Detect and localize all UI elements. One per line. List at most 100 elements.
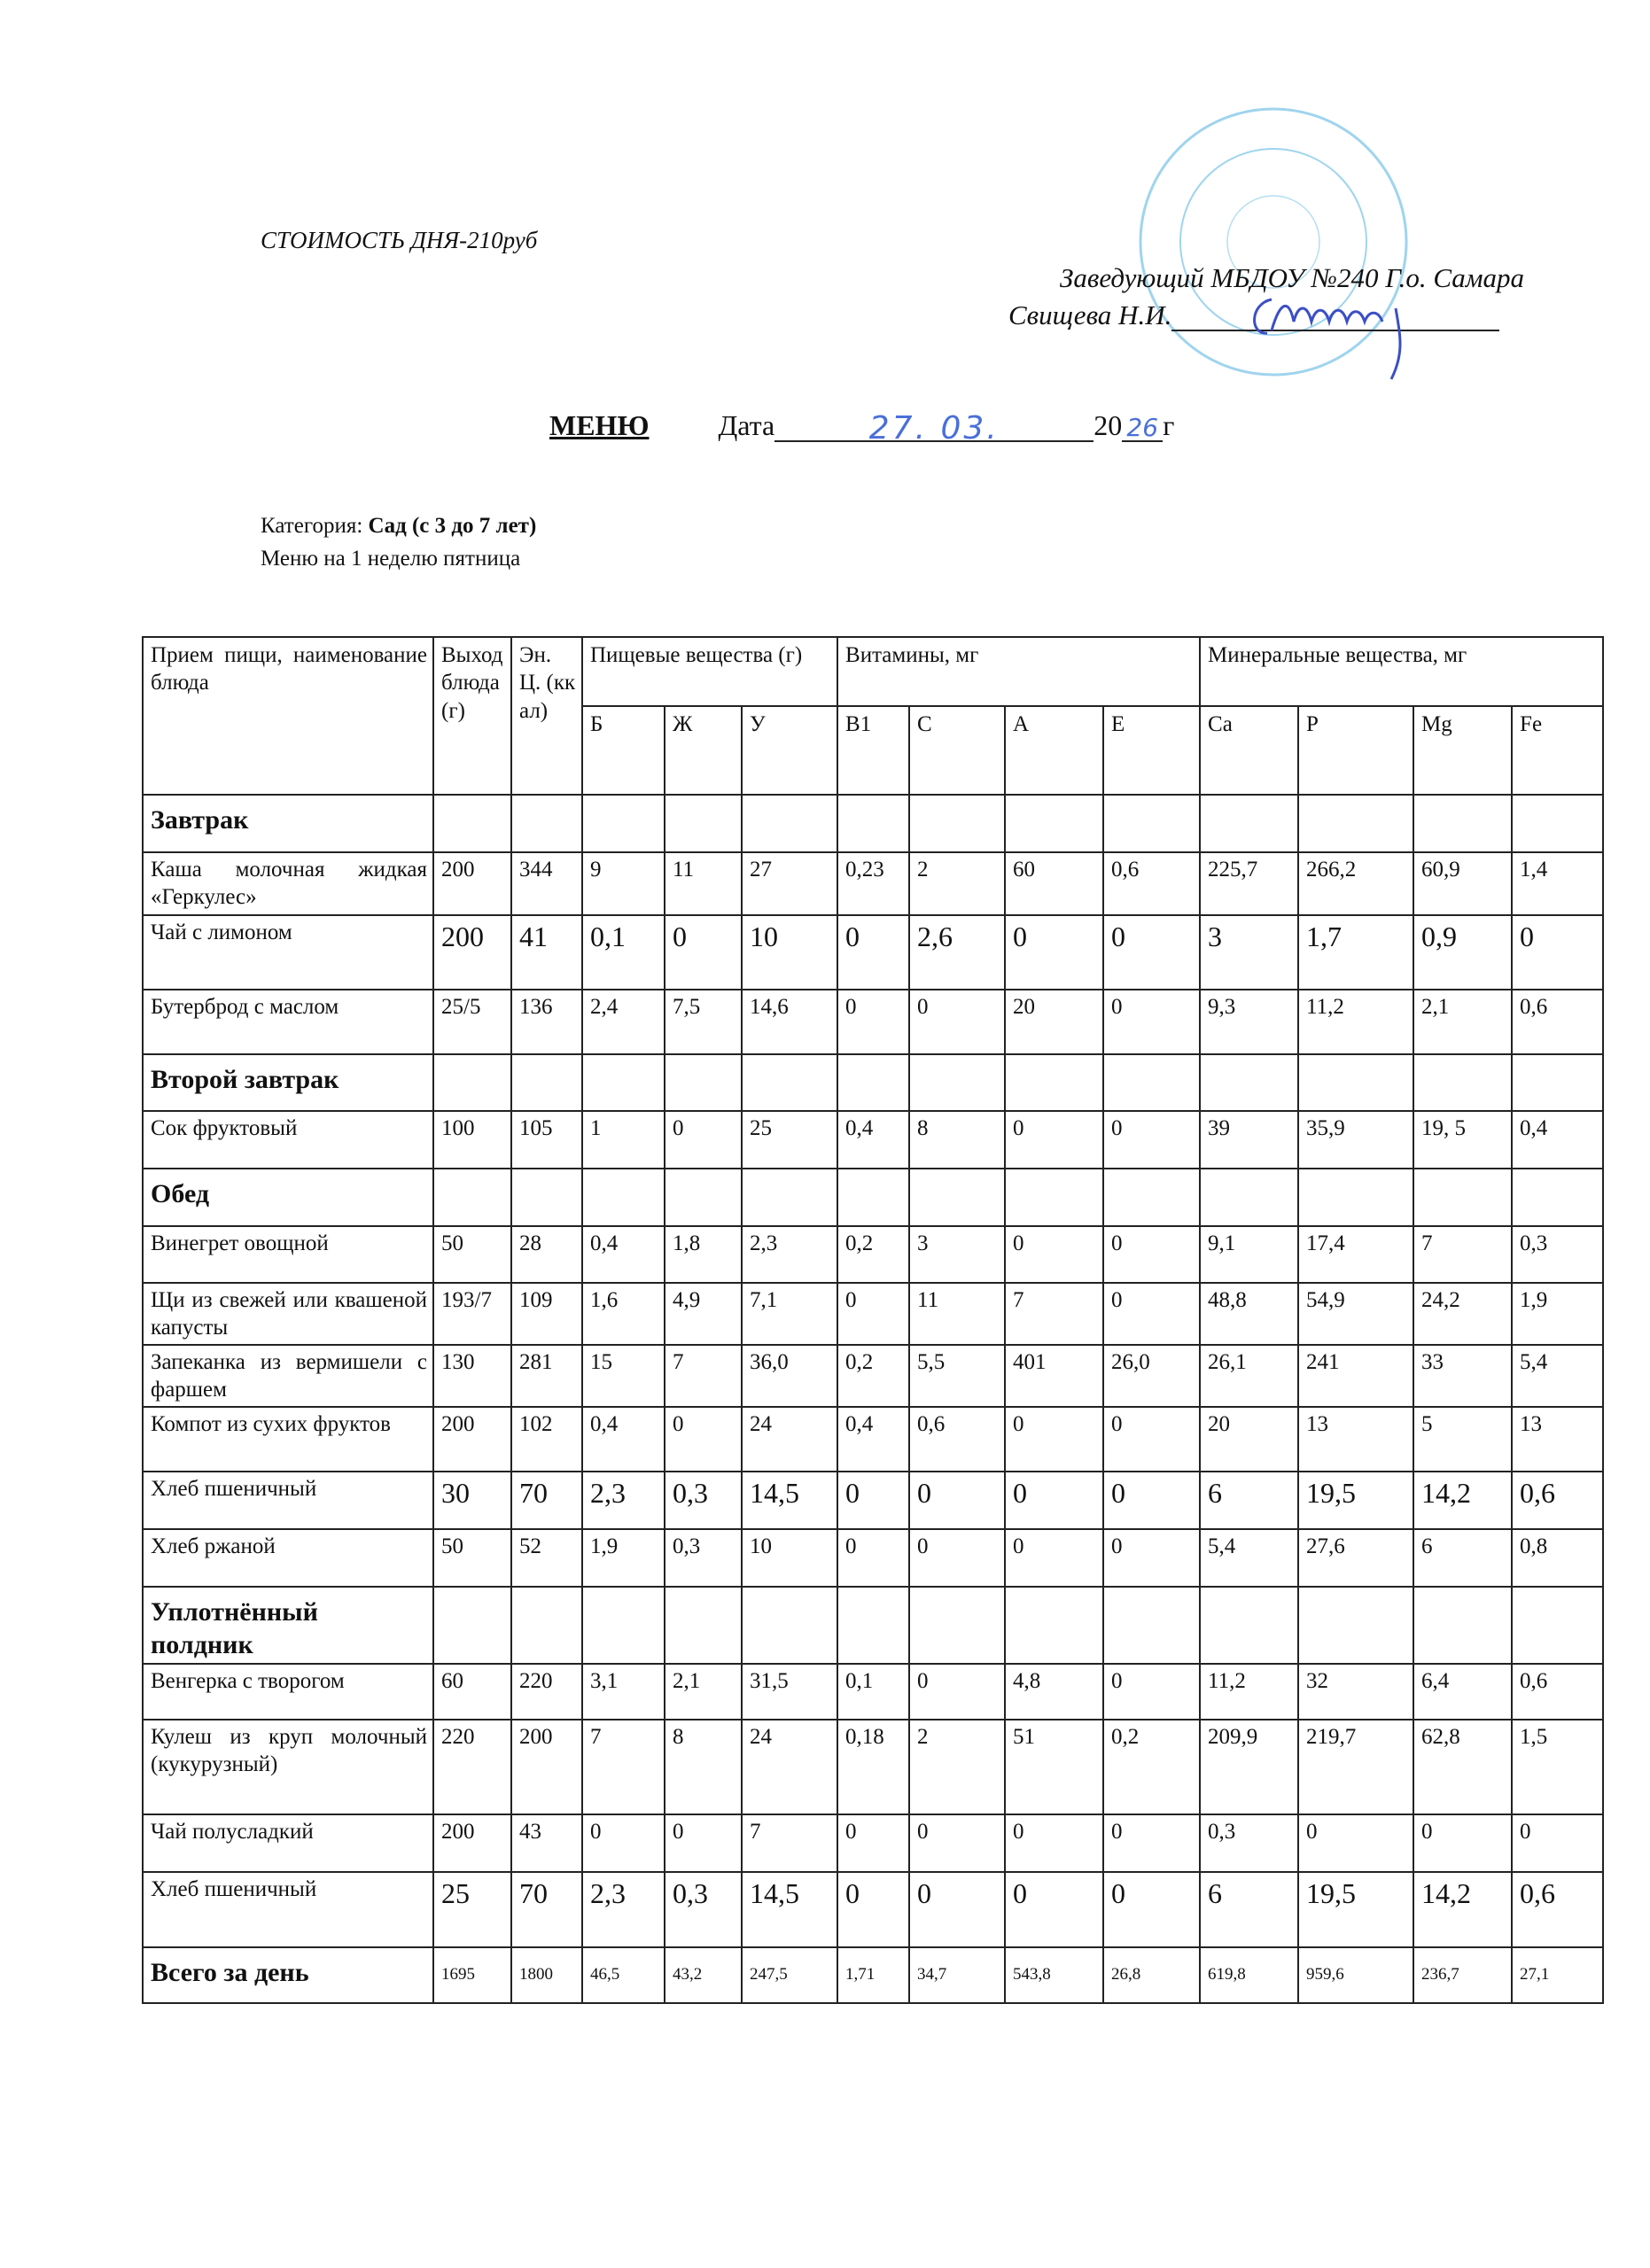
value-cell: 200 [432, 1406, 512, 1472]
value-cell: 1,6 [581, 1282, 665, 1346]
value-cell: 0,2 [1102, 1719, 1202, 1815]
value-cell: 26,8 [1102, 1946, 1202, 2004]
value-cell: 236,7 [1413, 1946, 1514, 2004]
value-cell: 0,4 [581, 1225, 665, 1284]
value-cell [1004, 1586, 1105, 1665]
value-cell: 24 [740, 1406, 839, 1472]
value-cell: 5,4 [1511, 1344, 1605, 1408]
value-cell [740, 794, 839, 853]
value-cell: 24 [740, 1719, 839, 1815]
value-cell [1199, 1168, 1300, 1227]
value-cell: 0 [908, 1814, 1007, 1873]
value-cell: 11 [908, 1282, 1007, 1346]
value-cell: 1,9 [1511, 1282, 1605, 1346]
value-cell: 0,2 [837, 1344, 911, 1408]
value-cell: 0 [1102, 1471, 1202, 1530]
value-cell: 43,2 [664, 1946, 743, 2004]
value-cell: 34,7 [908, 1946, 1007, 2004]
value-cell [1199, 794, 1300, 853]
value-cell: 0 [1511, 914, 1605, 990]
value-cell: 619,8 [1199, 1946, 1300, 2004]
meal-section-name: Обед [142, 1168, 434, 1227]
value-cell: 4,9 [664, 1282, 743, 1346]
value-cell: 543,8 [1004, 1946, 1105, 2004]
value-cell [664, 1053, 743, 1112]
value-cell: 0,6 [1511, 989, 1605, 1055]
value-cell: 5 [1413, 1406, 1514, 1472]
table-row: Компот из сухих фруктов 200 102 0,4 0 24 0,4 0,… [142, 1406, 1605, 1472]
value-cell: 35,9 [1297, 1110, 1415, 1169]
value-cell: 20 [1004, 989, 1105, 1055]
value-cell: 1695 [432, 1946, 512, 2004]
value-cell: 0,3 [664, 1471, 743, 1530]
value-cell: 2,3 [740, 1225, 839, 1284]
value-cell: 0 [837, 989, 911, 1055]
value-cell: 0,6 [1511, 1871, 1605, 1948]
table-row: Кулеш из круп молочный (кукурузный) 220 20… [142, 1719, 1605, 1815]
dish-name: Винегрет овощной [142, 1225, 434, 1284]
value-cell: 7,5 [664, 989, 743, 1055]
total-row: Всего за день 1695 1800 46,5 43,2 247,5 1,71 34… [142, 1946, 1605, 2004]
value-cell: 0 [1102, 1663, 1202, 1720]
value-cell: 0 [1004, 1471, 1105, 1530]
category-value: Сад (с 3 до 7 лет) [368, 514, 537, 538]
value-cell: 7 [1413, 1225, 1514, 1284]
menu-header: МЕНЮ Дата 27. 03. 20 26 г [549, 409, 1174, 447]
table-row: Чай с лимоном 200 41 0,1 0 10 0 2,6 0 0 3 1,7 0,9 0 [142, 914, 1605, 990]
value-cell: 0 [1413, 1814, 1514, 1873]
year-prefix: 20 [1094, 409, 1123, 441]
value-cell [1102, 1586, 1202, 1665]
value-cell [432, 1586, 512, 1665]
table-row: Запеканка из вермишели с фаршем 130 281 15 7… [142, 1344, 1605, 1408]
value-cell: 4,8 [1004, 1663, 1105, 1720]
section-row: Второй завтрак [142, 1053, 1605, 1112]
date-handwritten: 27. 03. [868, 410, 1000, 447]
value-cell: 0,6 [1102, 851, 1202, 916]
value-cell [1511, 794, 1605, 853]
value-cell: 1,7 [1297, 914, 1415, 990]
value-cell: 26,0 [1102, 1344, 1202, 1408]
value-cell: 50 [432, 1528, 512, 1588]
value-cell: 41 [510, 914, 583, 990]
value-cell: 6,4 [1413, 1663, 1514, 1720]
year-handwritten: 26 [1126, 413, 1159, 442]
value-cell: 1,71 [837, 1946, 911, 2004]
value-cell: 0 [837, 1282, 911, 1346]
table-row: Бутерброд с маслом 25/5 136 2,4 7,5 14,6 0 0 20 0… [142, 989, 1605, 1055]
value-cell [1511, 1168, 1605, 1227]
header-nutrients: Пищевые вещества (г) [580, 636, 839, 707]
value-cell: 70 [510, 1471, 583, 1530]
header-row: Прием пищи, наименование блюда Выход блю… [142, 636, 1605, 796]
value-cell: 7 [740, 1814, 839, 1873]
subheader-ca: Ca [1199, 705, 1300, 796]
value-cell: 0 [1102, 989, 1202, 1055]
value-cell: 0 [664, 1110, 743, 1169]
value-cell: 105 [510, 1110, 583, 1169]
value-cell: 130 [432, 1344, 512, 1408]
dish-name: Всего за день [142, 1946, 434, 2004]
value-cell: 0 [908, 1471, 1007, 1530]
value-cell: 60 [1004, 851, 1105, 916]
dish-name: Кулеш из круп молочный (кукурузный) [142, 1719, 434, 1815]
value-cell [837, 1586, 911, 1665]
category-label: Категория: [261, 514, 363, 538]
value-cell: 19, 5 [1413, 1110, 1514, 1169]
week-label: Меню на 1 неделю пятница [261, 547, 521, 571]
dish-name: Хлеб ржаной [142, 1528, 434, 1588]
director-title: Заведующий МБДОУ №240 Г.о. Самара [1060, 262, 1524, 293]
value-cell [740, 1168, 839, 1227]
value-cell: 19,5 [1297, 1871, 1415, 1948]
value-cell: 51 [1004, 1719, 1105, 1815]
value-cell: 219,7 [1297, 1719, 1415, 1815]
value-cell: 5,4 [1199, 1528, 1300, 1588]
subheader-ж: Ж [664, 705, 743, 796]
handwritten-signature [1253, 298, 1402, 380]
value-cell: 0,9 [1413, 914, 1514, 990]
official-stamp [1139, 107, 1408, 377]
value-cell: 0 [1511, 1814, 1605, 1873]
value-cell: 1800 [510, 1946, 583, 2004]
value-cell [1199, 1053, 1300, 1112]
value-cell: 27,6 [1297, 1528, 1415, 1588]
value-cell [908, 1053, 1007, 1112]
table-row: Хлеб ржаной 50 52 1,9 0,3 10 0 0 0 0 5,4 27,6 6 0,8 [142, 1528, 1605, 1588]
